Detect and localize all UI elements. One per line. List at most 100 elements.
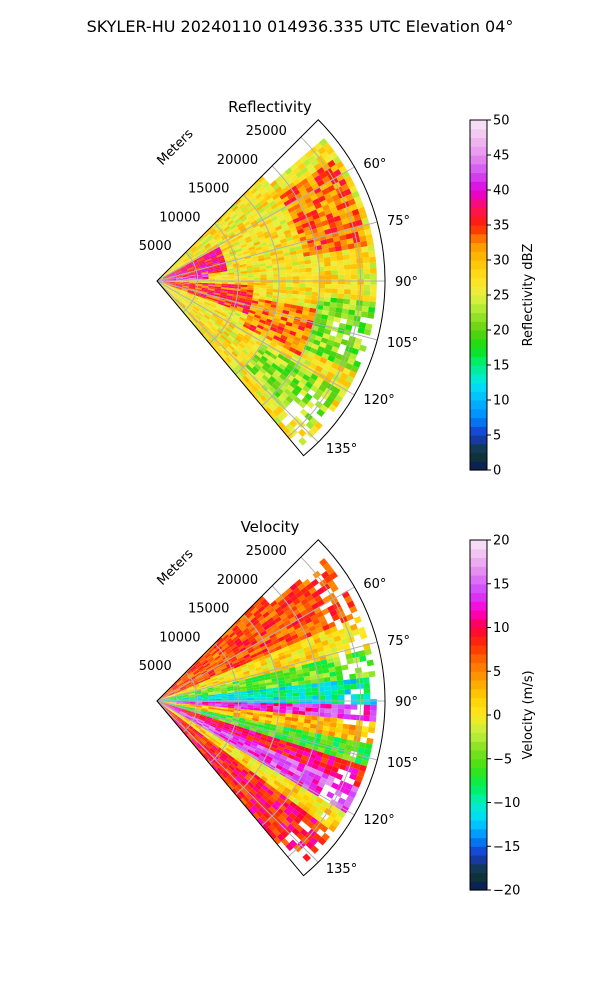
- field-cell: [303, 602, 312, 610]
- field-cell: [267, 396, 275, 405]
- field-cell: [295, 309, 303, 315]
- field-cell: [271, 721, 279, 726]
- field-cell: [167, 269, 174, 274]
- field-cell: [233, 685, 240, 689]
- field-cell: [196, 732, 203, 739]
- field-cell: [255, 309, 263, 314]
- field-cell: [174, 690, 181, 694]
- field-cell: [219, 734, 226, 739]
- field-cell: [253, 225, 261, 231]
- range-tick-label: 20000: [217, 153, 258, 168]
- field-cell: [276, 619, 284, 627]
- field-cell: [216, 636, 223, 644]
- field-cell: [311, 182, 320, 191]
- field-cell: [284, 678, 292, 684]
- field-cell: [222, 251, 230, 256]
- field-cell: [243, 252, 251, 258]
- field-cell: [213, 246, 221, 252]
- field-cell: [231, 738, 239, 744]
- field-cell: [232, 749, 240, 755]
- field-cell: [253, 316, 261, 322]
- field-cell: [258, 257, 265, 262]
- field-cell: [280, 626, 288, 633]
- field-cell: [320, 199, 329, 207]
- field-cell: [244, 257, 252, 262]
- field-cell: [236, 344, 244, 352]
- field-cell: [292, 339, 300, 347]
- field-cell: [244, 210, 252, 217]
- field-cell: [254, 792, 262, 800]
- field-cell: [223, 358, 230, 366]
- field-cell: [207, 656, 214, 662]
- field-cell: [326, 739, 334, 746]
- field-cell: [203, 721, 211, 726]
- azimuth-spoke: [156, 280, 355, 396]
- field-cell: [163, 279, 170, 281]
- field-cell: [323, 677, 331, 683]
- field-cell: [346, 319, 354, 326]
- field-cell: [311, 291, 319, 297]
- field-cell: [166, 268, 172, 273]
- colorbar-segment: [470, 242, 487, 252]
- field-cell: [213, 267, 221, 271]
- field-cell: [361, 306, 369, 313]
- field-cell: [251, 776, 259, 784]
- field-cell: [181, 288, 188, 292]
- field-cell: [367, 312, 375, 319]
- field-cell: [188, 285, 196, 288]
- field-cell: [179, 304, 185, 310]
- field-cell: [251, 678, 259, 683]
- field-cell: [258, 680, 266, 685]
- field-cell: [234, 766, 242, 774]
- field-cell: [191, 247, 198, 253]
- field-cell: [265, 682, 273, 686]
- field-cell: [221, 752, 229, 759]
- field-cell: [346, 658, 354, 665]
- field-cell: [260, 241, 268, 247]
- field-cell: [244, 656, 252, 662]
- field-cell: [193, 686, 201, 690]
- field-cell: [193, 266, 201, 270]
- field-cell: [236, 334, 244, 341]
- field-cell: [292, 699, 300, 704]
- field-cell: [209, 229, 216, 235]
- field-cell: [229, 306, 237, 311]
- field-cell: [293, 816, 302, 825]
- field-cell: [246, 687, 254, 691]
- field-cell: [177, 261, 184, 267]
- colorbar-segment: [470, 820, 487, 830]
- field-cell: [350, 279, 358, 285]
- field-cell: [340, 372, 349, 381]
- field-cell: [219, 651, 227, 657]
- field-cell: [272, 270, 280, 275]
- field-cell: [271, 792, 280, 800]
- field-cell: [326, 371, 335, 379]
- field-cell: [313, 800, 322, 809]
- field-cell: [172, 685, 179, 690]
- field-cell: [329, 770, 338, 778]
- field-cell: [220, 708, 228, 712]
- field-cell: [327, 355, 336, 363]
- field-cell: [232, 329, 240, 335]
- field-cell: [206, 262, 213, 267]
- field-cell: [321, 309, 329, 316]
- field-cell: [162, 704, 168, 709]
- field-cell: [240, 704, 248, 708]
- field-cell: [323, 192, 332, 200]
- field-cell: [186, 305, 192, 311]
- field-cell: [261, 794, 270, 802]
- field-cell: [330, 297, 338, 303]
- field-cell: [208, 699, 216, 701]
- field-cell: [191, 298, 198, 303]
- field-cell: [311, 711, 319, 717]
- field-cell: [188, 255, 195, 260]
- field-cell: [254, 243, 262, 249]
- range-tick-label: 5000: [139, 239, 172, 254]
- field-cell: [254, 329, 262, 336]
- field-cell: [344, 175, 353, 184]
- field-cell: [182, 705, 189, 708]
- field-cell: [336, 675, 344, 681]
- field-cell: [286, 384, 295, 393]
- field-cell: [274, 175, 283, 184]
- field-cell: [201, 275, 209, 278]
